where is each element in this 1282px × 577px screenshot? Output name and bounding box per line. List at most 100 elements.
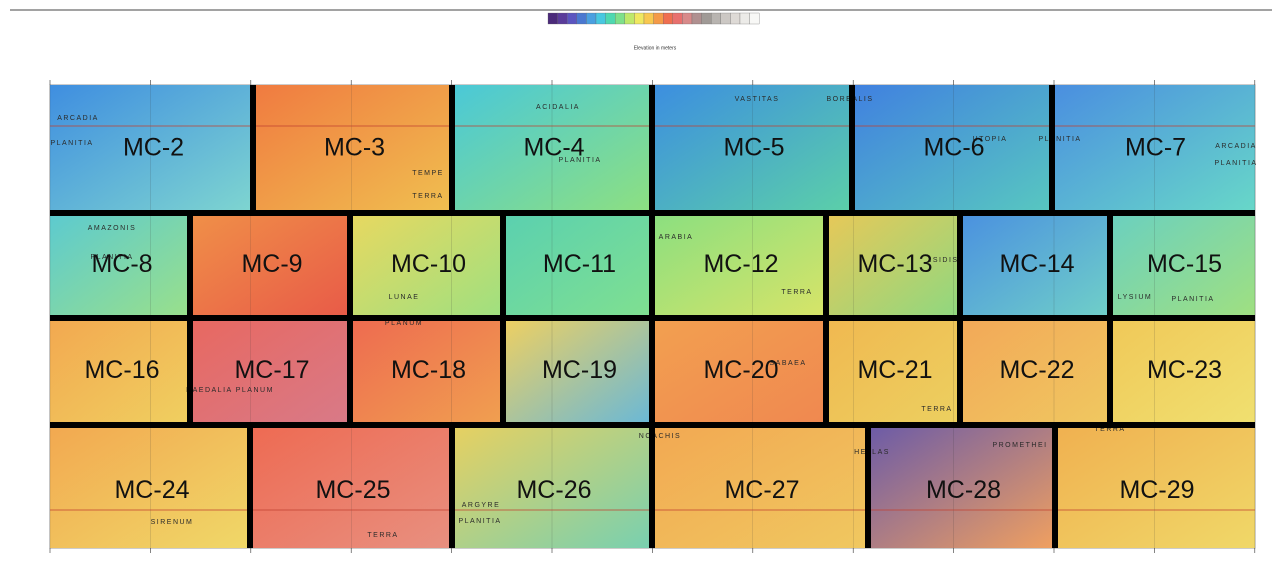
quadrangle-border	[250, 85, 256, 213]
legend-swatch	[644, 13, 654, 24]
quadrangle-label: MC-22	[999, 356, 1074, 384]
quadrangle-border	[823, 213, 829, 318]
region-name: PLANITIA	[1214, 160, 1257, 167]
quadrangle-border	[500, 213, 506, 318]
region-name: TERRA	[921, 406, 952, 413]
region-name: LUNAE	[389, 294, 420, 301]
quadrangle-label: MC-29	[1119, 476, 1194, 504]
quadrangle-border	[1052, 425, 1058, 548]
legend-swatch	[654, 13, 664, 24]
quadrangle-border	[449, 85, 455, 213]
legend-swatch	[682, 13, 692, 24]
quadrangle-label: MC-15	[1147, 250, 1222, 278]
quadrangle-label: MC-23	[1147, 356, 1222, 384]
region-name: PLANITIA	[1038, 136, 1081, 143]
elevation-legend	[548, 13, 759, 24]
quadrangle-label: MC-14	[999, 250, 1074, 278]
quadrangle-border	[649, 425, 655, 548]
legend-swatch	[721, 13, 731, 24]
quadrangle-label: MC-18	[391, 356, 466, 384]
region-name: VASTITAS	[735, 96, 780, 103]
region-name: PLANITIA	[458, 518, 501, 525]
region-name: PROMETHEI	[992, 442, 1047, 449]
quadrangle-label: MC-5	[723, 134, 784, 162]
region-name: ISIDIS	[929, 257, 958, 264]
region-name: ARCADIA	[1215, 143, 1257, 150]
region-name: ARABIA	[659, 234, 694, 241]
quadrangle-border	[187, 318, 193, 425]
quadrangle-label: MC-27	[724, 476, 799, 504]
legend-swatch	[615, 13, 625, 24]
quadrangle-border	[50, 422, 1255, 428]
region-name: PLANITIA	[50, 140, 93, 147]
legend-swatch	[702, 13, 712, 24]
region-name: TERRA	[367, 532, 398, 539]
quadrangle-label: MC-28	[926, 476, 1001, 504]
quadrangle-label: MC-3	[324, 134, 385, 162]
quadrangle-border	[865, 425, 871, 548]
legend-swatch	[577, 13, 587, 24]
region-name: AMAZONIS	[88, 225, 137, 232]
region-name: HELLAS	[854, 449, 890, 456]
quadrangle-border	[500, 318, 506, 425]
quadrangle-label: MC-25	[315, 476, 390, 504]
region-name: ACIDALIA	[536, 104, 580, 111]
quadrangle-label: MC-7	[1125, 134, 1186, 162]
region-name: PLANITIA	[1171, 296, 1214, 303]
quadrangle-label: MC-17	[234, 356, 309, 384]
legend-swatch	[606, 13, 616, 24]
region-name: ARGYRE	[462, 502, 501, 509]
legend-swatch	[750, 13, 760, 24]
quadrangle-border	[649, 85, 655, 213]
quadrangle-label: MC-13	[857, 250, 932, 278]
quadrangle-label: MC-11	[543, 250, 616, 278]
quadrangle-border	[957, 213, 963, 318]
quadrangle-label: MC-12	[703, 250, 778, 278]
legend-swatch	[692, 13, 702, 24]
page: Elevation in meters ARCADIAPLANITIATEMPE…	[0, 0, 1282, 577]
quadrangle-label: MC-4	[523, 134, 584, 162]
quadrangle-label: MC-8	[91, 250, 152, 278]
quadrangle-border	[823, 318, 829, 425]
quadrangle-border	[50, 210, 1255, 216]
region-name: ARCADIA	[57, 115, 99, 122]
quadrangle-border	[649, 318, 655, 425]
region-name: NOACHIS	[639, 433, 681, 440]
quadrangle-border	[1107, 318, 1113, 425]
quadrangle-border	[849, 85, 855, 213]
quadrangle-border	[957, 318, 963, 425]
region-name: DAEDALIA PLANUM	[186, 387, 274, 394]
quadrangle-border	[449, 425, 455, 548]
quadrangle-label: MC-19	[542, 356, 617, 384]
quadrangle-border	[347, 213, 353, 318]
legend-swatch	[548, 13, 558, 24]
map-figure: Elevation in meters ARCADIAPLANITIATEMPE…	[0, 0, 1282, 577]
legend-swatch	[673, 13, 683, 24]
quadrangle-border	[347, 318, 353, 425]
quadrangle-border	[50, 315, 1255, 321]
quadrangle-label: MC-20	[703, 356, 778, 384]
region-name: TERRA	[412, 193, 443, 200]
legend-swatch	[730, 13, 740, 24]
legend-swatch	[740, 13, 750, 24]
legend-swatch	[586, 13, 596, 24]
quadrangle-label: MC-9	[241, 250, 302, 278]
legend-swatch	[567, 13, 577, 24]
legend-swatch	[634, 13, 644, 24]
quadrangle-border	[187, 213, 193, 318]
quadrangle-label: MC-6	[923, 134, 984, 162]
quadrangle-label: MC-24	[114, 476, 189, 504]
quadrangle-border	[649, 213, 655, 318]
region-name: SIRENUM	[151, 519, 194, 526]
region-name: TEMPE	[412, 170, 444, 177]
quadrangle-border	[1107, 213, 1113, 318]
legend-swatch	[625, 13, 635, 24]
region-name: TERRA	[781, 289, 812, 296]
quadrangle-border	[1049, 85, 1055, 213]
region-name: LYSIUM	[1118, 294, 1153, 301]
quadrangle-label: MC-26	[516, 476, 591, 504]
quadrangle-label: MC-21	[857, 356, 932, 384]
legend-swatch	[711, 13, 721, 24]
legend-swatch	[558, 13, 568, 24]
quadrangle-label: MC-16	[84, 356, 159, 384]
